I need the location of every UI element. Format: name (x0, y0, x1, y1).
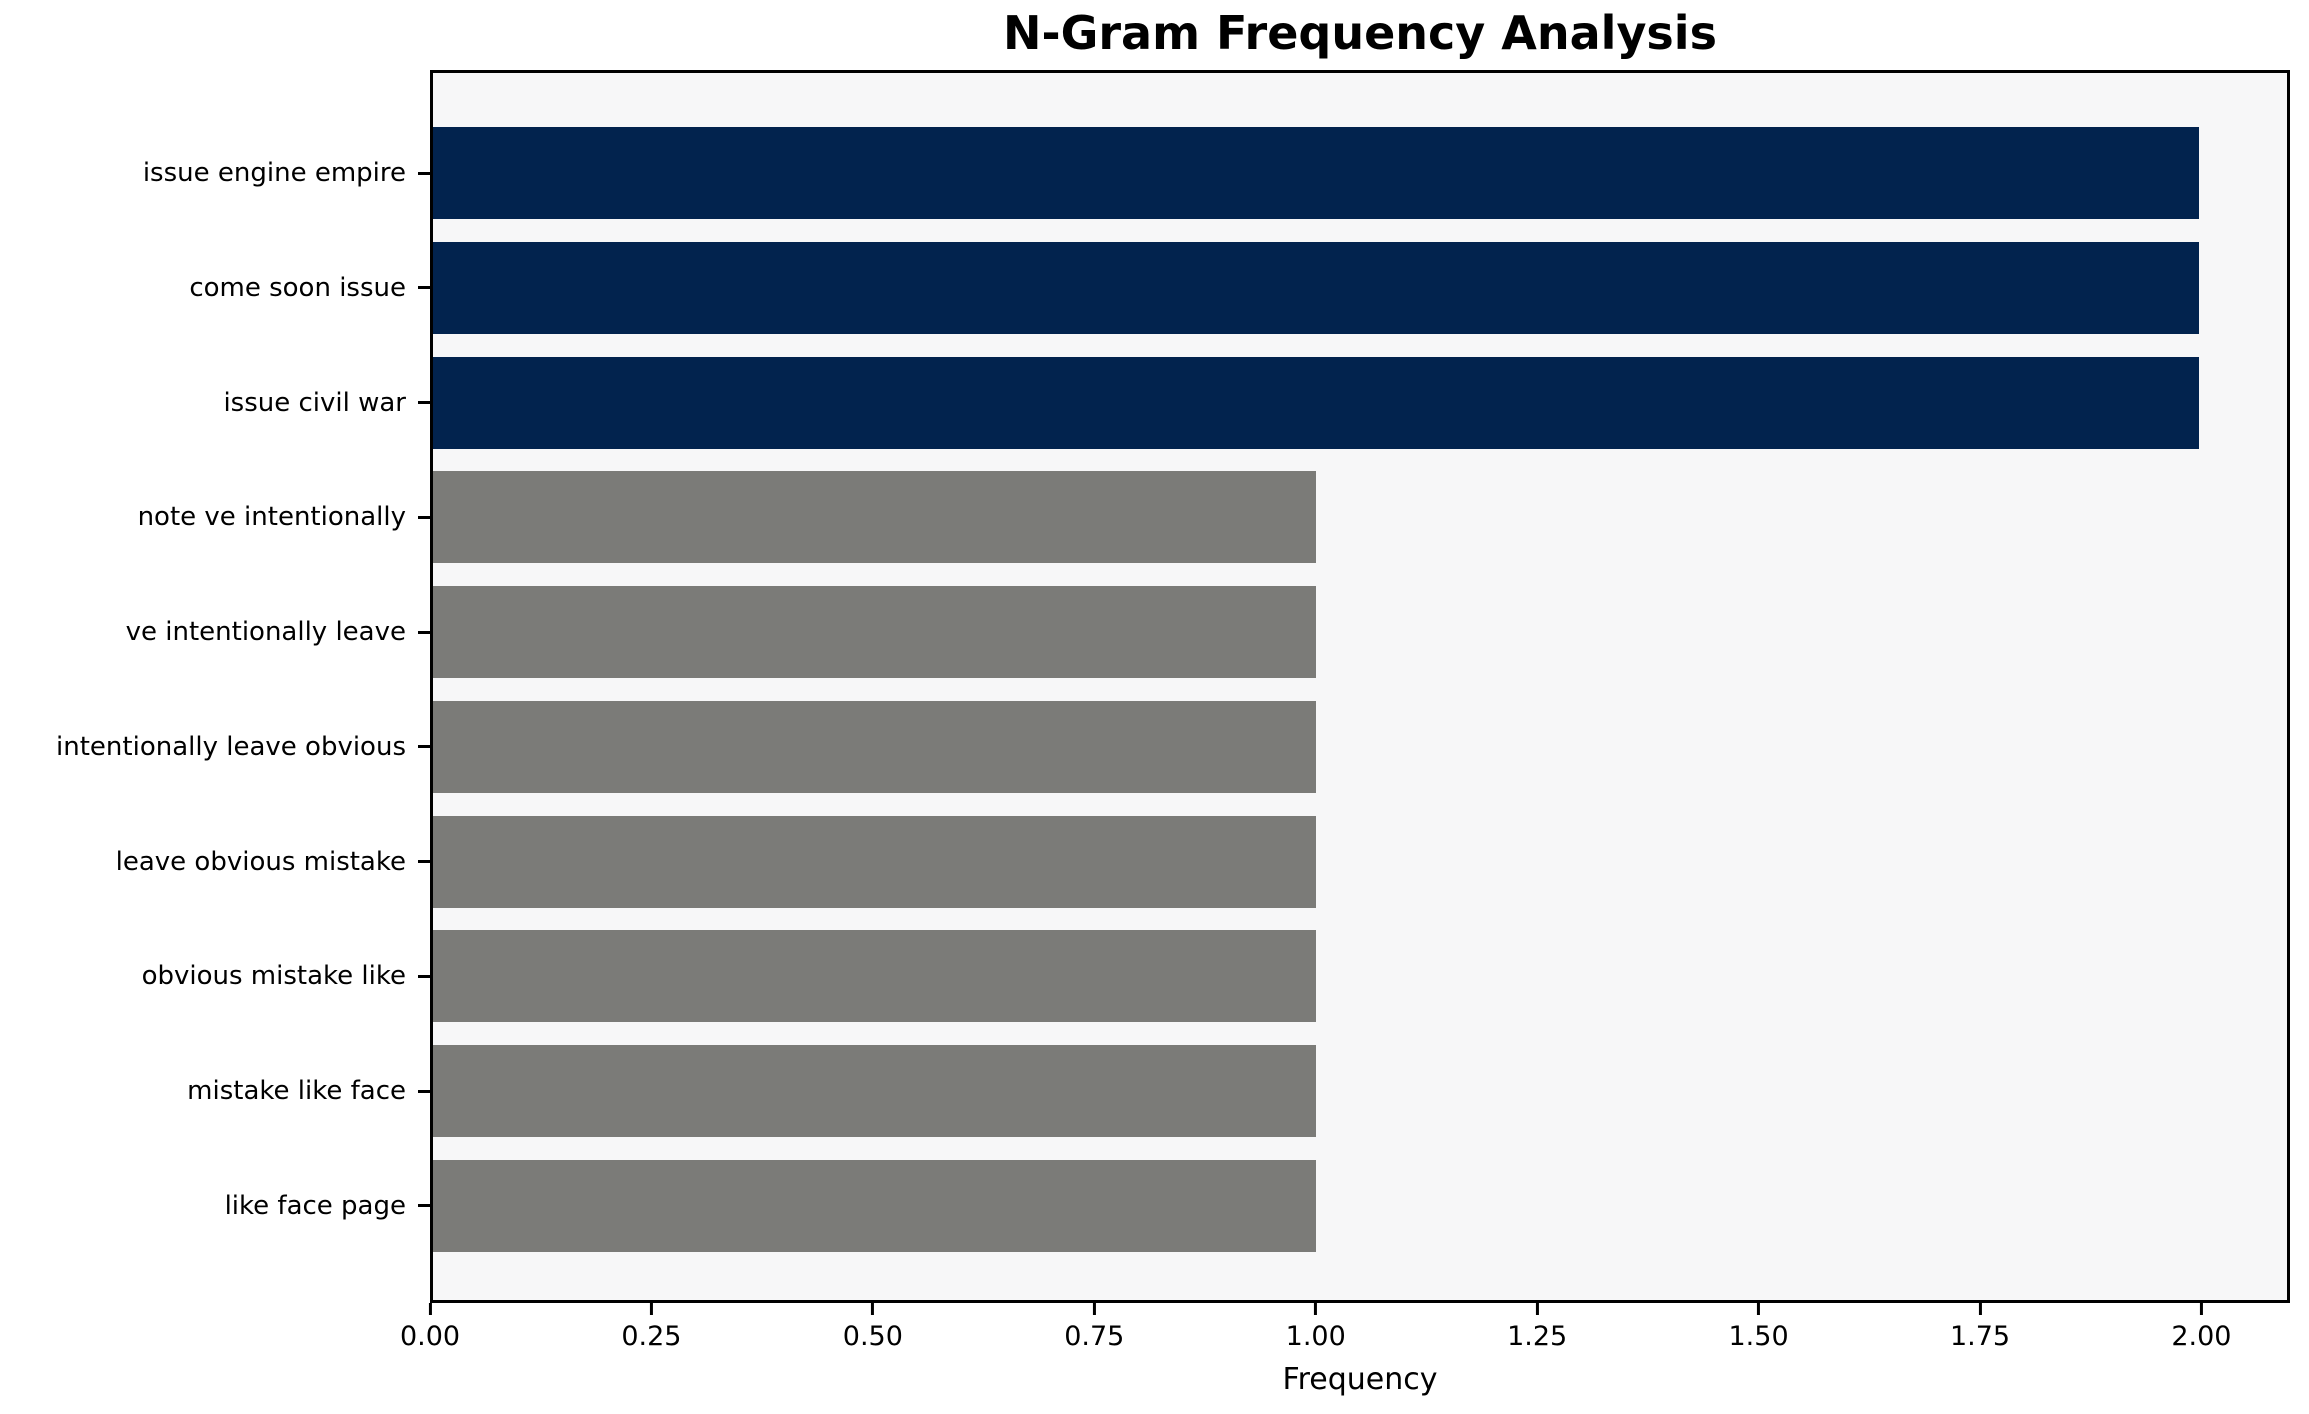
y-tick-mark (418, 1204, 430, 1208)
x-tick-mark (2199, 1303, 2203, 1315)
y-tick: ve intentionally leave (0, 586, 430, 678)
bars-layer (433, 73, 2287, 1300)
x-tick: 0.50 (843, 1303, 903, 1352)
x-tick: 1.25 (1507, 1303, 1567, 1352)
y-tick-mark (418, 745, 430, 749)
y-tick-label: come soon issue (189, 272, 406, 303)
x-tick-mark (1978, 1303, 1982, 1315)
bar (433, 930, 1316, 1023)
x-axis-ticks: 0.00 0.25 0.50 0.75 1.00 1.25 1.50 1.75 2.00 (400, 1303, 2290, 1373)
x-axis-label: Frequency (1282, 1362, 1438, 1397)
bar (433, 586, 1316, 679)
x-tick-mark (649, 1303, 653, 1315)
x-tick: 1.50 (1729, 1303, 1789, 1352)
x-tick-label: 2.00 (2171, 1321, 2232, 1352)
y-tick-label: issue civil war (223, 387, 406, 418)
x-tick-label: 0.50 (842, 1321, 903, 1352)
x-tick-mark (1314, 1303, 1318, 1315)
y-tick-label: intentionally leave obvious (56, 731, 406, 762)
y-tick-mark (418, 171, 430, 175)
y-tick-label: mistake like face (187, 1076, 406, 1107)
y-tick-mark (418, 860, 430, 864)
y-tick-label: obvious mistake like (141, 961, 406, 992)
y-tick-label: like face page (224, 1190, 406, 1221)
y-tick-label: ve intentionally leave (125, 617, 406, 648)
y-tick: note ve intentionally (0, 471, 430, 563)
chart-title: N-Gram Frequency Analysis (1003, 6, 1717, 60)
bar (433, 700, 1316, 793)
x-tick-label: 1.00 (1285, 1321, 1346, 1352)
x-tick-mark (1757, 1303, 1761, 1315)
y-tick-mark (418, 286, 430, 290)
x-tick-mark (1092, 1303, 1096, 1315)
y-tick: come soon issue (0, 242, 430, 334)
x-tick-mark (428, 1303, 432, 1315)
y-tick-mark (418, 1089, 430, 1093)
bar (433, 815, 1316, 908)
bar (433, 241, 2199, 334)
x-tick: 0.00 (400, 1303, 460, 1352)
x-tick: 0.75 (1064, 1303, 1124, 1352)
x-tick-label: 0.75 (1064, 1321, 1125, 1352)
x-tick-label: 1.50 (1728, 1321, 1789, 1352)
x-tick: 2.00 (2171, 1303, 2231, 1352)
x-tick: 1.75 (1950, 1303, 2010, 1352)
x-tick: 1.00 (1286, 1303, 1346, 1352)
bar (433, 471, 1316, 564)
y-tick: issue civil war (0, 357, 430, 449)
y-tick-mark (418, 630, 430, 634)
y-tick-label: leave obvious mistake (115, 846, 406, 877)
x-tick-mark (871, 1303, 875, 1315)
plot-area (430, 70, 2290, 1303)
bar (433, 1159, 1316, 1252)
y-tick: leave obvious mistake (0, 816, 430, 908)
x-tick-label: 1.25 (1507, 1321, 1568, 1352)
y-tick-label: note ve intentionally (137, 502, 406, 533)
y-tick-mark (418, 515, 430, 519)
y-tick: mistake like face (0, 1045, 430, 1137)
bar (433, 1045, 1316, 1138)
y-tick: like face page (0, 1160, 430, 1252)
bar (433, 127, 2199, 219)
y-tick: obvious mistake like (0, 930, 430, 1022)
y-tick-label: issue engine empire (142, 158, 406, 188)
y-tick-mark (418, 401, 430, 405)
bar (433, 356, 2199, 449)
x-tick-label: 0.25 (621, 1321, 682, 1352)
y-tick: issue engine empire (0, 127, 430, 219)
y-tick-mark (418, 974, 430, 978)
y-tick: intentionally leave obvious (0, 701, 430, 793)
x-tick-mark (1535, 1303, 1539, 1315)
x-tick-label: 1.75 (1949, 1321, 2011, 1352)
x-tick-label: 0.00 (399, 1321, 461, 1352)
x-tick: 0.25 (621, 1303, 681, 1352)
y-axis-tick-labels: issue engine empire come soon issue issue … (0, 70, 430, 1303)
